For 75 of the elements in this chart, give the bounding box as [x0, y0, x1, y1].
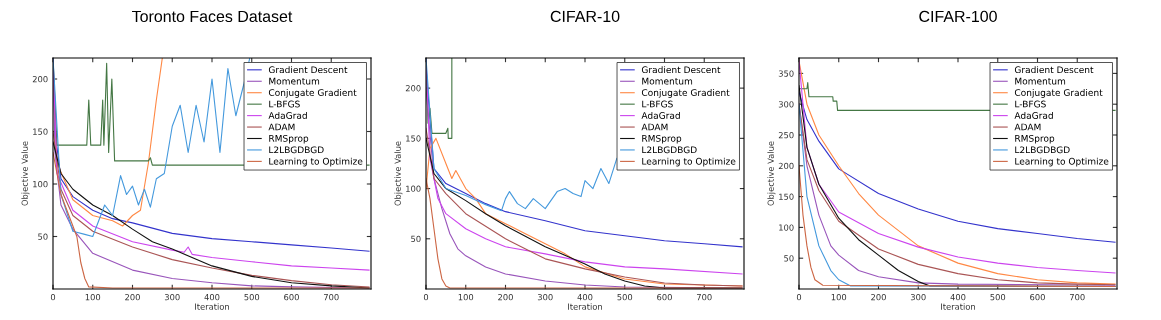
chart-title: Toronto Faces Dataset: [132, 10, 293, 23]
legend-label: L2LBGDBGD: [642, 146, 697, 154]
x-tick-label: 400: [204, 294, 220, 301]
x-tick-label: 600: [657, 294, 672, 301]
y-tick-label: 250: [778, 131, 794, 139]
x-tick-label: 300: [910, 294, 926, 301]
y-tick-label: 200: [405, 85, 421, 92]
legend-label: L-BFGS: [269, 100, 300, 108]
x-tick-label: 200: [498, 294, 513, 301]
y-tick-label: 300: [778, 101, 794, 108]
legend-label: L2LBGDBGD: [1015, 146, 1070, 154]
y-tick-label: 50: [38, 233, 48, 240]
x-tick-label: 400: [950, 294, 966, 301]
legend-label: Gradient Descent: [1014, 66, 1094, 74]
x-tick-label: 600: [284, 294, 299, 301]
legend-label: Gradient Descent: [268, 66, 348, 74]
legend-label: Momentum: [269, 77, 320, 85]
legend-label: L2LBGDBGD: [269, 146, 324, 154]
chart-title: CIFAR-10: [550, 10, 620, 23]
y-tick-label: 100: [406, 185, 421, 192]
x-tick-label: 200: [125, 294, 140, 301]
y-tick-label: 100: [779, 224, 794, 231]
legend-label: AdaGrad: [1014, 111, 1053, 119]
x-tick-label: 100: [831, 294, 847, 301]
y-axis-title: Objective Value: [21, 141, 30, 206]
y-tick-label: 150: [33, 128, 48, 135]
x-axis-title: Iteration: [568, 303, 602, 310]
legend-label: L-BFGS: [1015, 100, 1046, 108]
x-tick-label: 100: [85, 294, 101, 301]
chart-title: CIFAR-100: [919, 10, 997, 23]
x-tick-label: 0: [423, 294, 429, 301]
legend-label: Conjugate Gradient: [1014, 89, 1103, 98]
legend-label: Gradient Descent: [641, 66, 721, 74]
x-tick-label: 500: [617, 294, 633, 301]
legend-label: Momentum: [1015, 77, 1066, 85]
legend-label: Conjugate Gradient: [641, 89, 730, 98]
x-tick-label: 700: [1069, 294, 1085, 301]
x-tick-label: 700: [696, 294, 712, 301]
legend-label: Learning to Optimize: [642, 157, 736, 167]
legend-label: ADAM: [641, 123, 668, 131]
x-axis-title: Iteration: [195, 303, 229, 310]
x-tick-label: 300: [164, 294, 180, 301]
x-tick-label: 0: [796, 294, 802, 301]
y-tick-label: 50: [784, 255, 794, 262]
x-tick-label: 500: [244, 294, 260, 301]
legend-label: RMSprop: [1015, 134, 1055, 144]
y-tick-label: 150: [779, 193, 794, 200]
x-tick-label: 600: [1030, 294, 1045, 301]
legend-label: AdaGrad: [641, 111, 680, 119]
x-tick-label: 500: [990, 294, 1006, 301]
legend-label: ADAM: [1014, 123, 1041, 131]
legend-label: ADAM: [268, 123, 295, 131]
x-tick-label: 300: [537, 294, 553, 301]
y-tick-label: 50: [411, 235, 421, 243]
y-axis-title: Objective Value: [394, 141, 403, 206]
legend-label: Conjugate Gradient: [268, 89, 357, 98]
y-tick-label: 100: [33, 180, 48, 188]
x-tick-label: 700: [323, 294, 339, 301]
y-tick-label: 200: [778, 162, 794, 170]
y-tick-label: 150: [406, 135, 421, 142]
legend-label: Learning to Optimize: [269, 157, 363, 167]
x-tick-label: 400: [577, 294, 593, 301]
legend-label: L-BFGS: [642, 100, 673, 108]
x-axis-title: Iteration: [941, 303, 975, 310]
y-tick-label: 350: [778, 70, 794, 77]
legend-label: RMSprop: [642, 134, 682, 144]
x-tick-label: 0: [50, 294, 56, 301]
y-tick-label: 200: [32, 75, 48, 83]
x-tick-label: 100: [458, 294, 474, 301]
legend-label: RMSprop: [269, 134, 309, 144]
y-axis-title: Objective Value: [767, 141, 776, 206]
legend-label: Momentum: [642, 77, 693, 85]
x-tick-label: 200: [871, 294, 886, 301]
legend-label: Learning to Optimize: [1015, 157, 1109, 167]
legend-label: AdaGrad: [268, 111, 307, 119]
